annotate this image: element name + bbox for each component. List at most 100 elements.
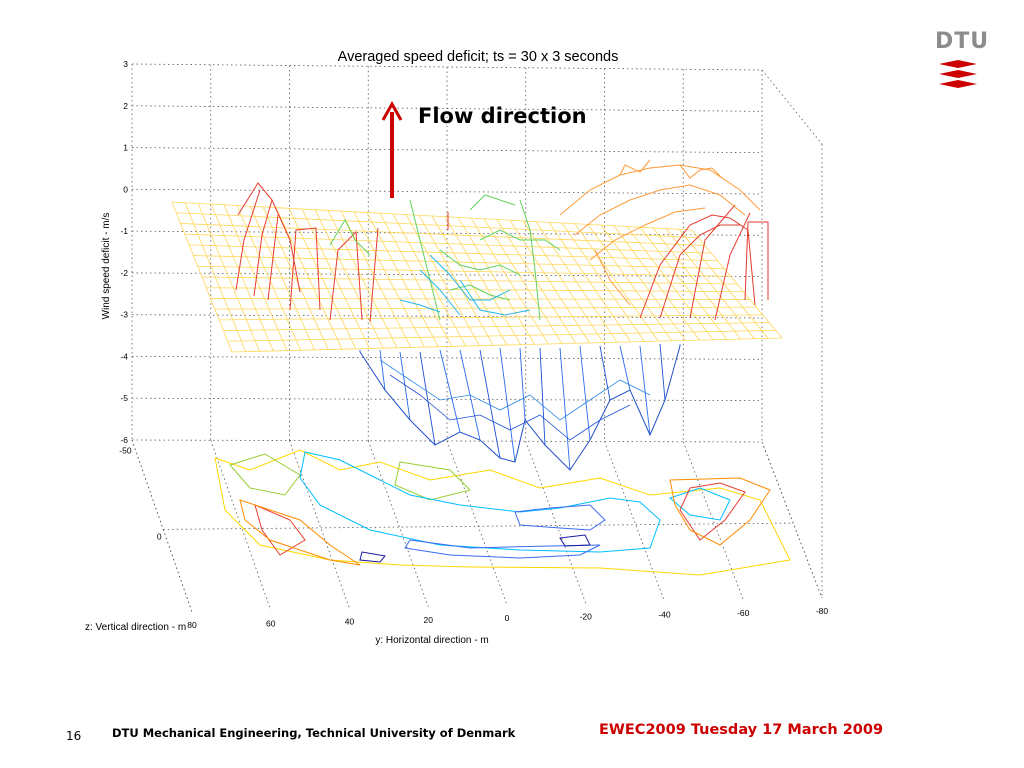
mesh-line bbox=[389, 374, 631, 441]
page-number: 16 bbox=[66, 729, 82, 743]
y-tick-label: 20 bbox=[424, 615, 434, 625]
mesh-line bbox=[479, 349, 501, 459]
contour-line bbox=[559, 534, 591, 547]
depth-tick-label: -50 bbox=[119, 445, 132, 455]
mesh-line bbox=[589, 207, 706, 261]
y-tick-label: 80 bbox=[187, 620, 197, 630]
contour-line bbox=[299, 451, 661, 553]
mesh-line bbox=[599, 345, 611, 401]
contour-line bbox=[404, 539, 601, 559]
mesh-line bbox=[594, 249, 631, 306]
mesh-line bbox=[659, 343, 666, 401]
z-axis-ticks: 3 2 1 0 -1 -2 -3 -4 -5 -6 bbox=[120, 59, 128, 445]
z-tick-label: -1 bbox=[120, 226, 128, 236]
mesh-line bbox=[459, 279, 531, 316]
plot-gridlines bbox=[131, 63, 823, 613]
mesh-line bbox=[469, 194, 516, 211]
mesh-line bbox=[744, 221, 769, 301]
mesh-line bbox=[184, 233, 712, 254]
contour-line bbox=[239, 499, 361, 566]
mesh-line bbox=[499, 347, 516, 463]
mesh-line bbox=[619, 159, 651, 176]
z-tick-label: 2 bbox=[123, 101, 128, 111]
z-tick-label: -5 bbox=[120, 393, 128, 403]
mesh-line bbox=[189, 244, 718, 262]
y-tick-label: 60 bbox=[266, 618, 276, 628]
mesh-line bbox=[210, 298, 750, 300]
y-tick-label: -60 bbox=[737, 608, 750, 618]
mesh-line bbox=[419, 351, 436, 446]
mesh-line bbox=[379, 359, 651, 421]
mesh-line bbox=[439, 249, 521, 276]
mesh-line bbox=[479, 229, 561, 251]
mesh-line bbox=[289, 227, 321, 311]
x-axis-label: y: Horizontal direction - m bbox=[375, 635, 488, 646]
mesh-line bbox=[429, 254, 511, 301]
mesh-line bbox=[714, 212, 751, 321]
mesh-line bbox=[267, 214, 279, 301]
mesh-line bbox=[419, 269, 461, 316]
contour-line bbox=[359, 551, 386, 563]
footer-organization: DTU Mechanical Engineering, Technical Un… bbox=[112, 726, 516, 740]
mesh-line bbox=[359, 345, 681, 471]
mesh-line bbox=[223, 322, 770, 331]
mesh-line bbox=[559, 164, 761, 216]
mesh-line bbox=[399, 299, 441, 313]
surface-plot: Averaged speed deficit; ts = 30 x 3 seco… bbox=[85, 49, 829, 646]
mesh-line bbox=[639, 345, 651, 436]
contour-line bbox=[394, 461, 471, 501]
z-tick-label: -3 bbox=[120, 310, 128, 320]
y-tick-label: -20 bbox=[580, 611, 593, 621]
contour-line bbox=[669, 487, 731, 521]
mesh-line bbox=[214, 306, 757, 310]
z-tick-label: 3 bbox=[123, 59, 128, 69]
y-tick-label: 40 bbox=[345, 617, 355, 627]
mesh-line bbox=[329, 218, 371, 256]
mesh-line bbox=[439, 349, 461, 433]
mesh-line bbox=[574, 184, 746, 236]
z-tick-label: -6 bbox=[120, 435, 128, 445]
mesh-line bbox=[219, 314, 763, 321]
flow-direction-label: Flow direction bbox=[418, 104, 587, 128]
footer-event: EWEC2009 Tuesday 17 March 2009 bbox=[599, 722, 884, 738]
dtu-logo: DTU bbox=[935, 29, 990, 94]
z-tick-label: -2 bbox=[120, 268, 128, 278]
depth-axis-ticks: -50 0 bbox=[119, 445, 162, 541]
mesh-line bbox=[197, 265, 731, 277]
mesh-line bbox=[180, 223, 705, 246]
contour-line bbox=[669, 477, 771, 546]
mesh-line bbox=[171, 201, 693, 231]
depth-tick-label: 0 bbox=[157, 531, 162, 541]
flow-arrow-head bbox=[381, 100, 403, 121]
mesh-line bbox=[231, 337, 783, 353]
mesh-line bbox=[659, 224, 740, 319]
contour-line bbox=[679, 482, 746, 541]
y-tick-label: 0 bbox=[505, 613, 510, 623]
contour-line bbox=[214, 449, 791, 576]
mesh-line bbox=[253, 199, 273, 297]
mesh-line bbox=[559, 347, 571, 471]
mesh-line bbox=[409, 199, 441, 321]
depth-axis-label: z: Vertical direction - m bbox=[85, 622, 186, 633]
mesh-line bbox=[449, 284, 511, 301]
contour-line bbox=[514, 504, 606, 531]
mesh-line bbox=[539, 347, 546, 446]
contour-line bbox=[229, 453, 301, 496]
mesh-line bbox=[689, 204, 736, 319]
mesh-line bbox=[619, 345, 631, 391]
mesh-line bbox=[227, 329, 776, 342]
y-tick-label: -80 bbox=[816, 606, 829, 616]
y-tick-label: -40 bbox=[658, 610, 671, 620]
z-tick-label: 0 bbox=[123, 184, 128, 194]
chart-title: Averaged speed deficit; ts = 30 x 3 seco… bbox=[338, 49, 619, 65]
mesh-line bbox=[379, 349, 386, 391]
mesh-line bbox=[206, 287, 744, 293]
contour-line bbox=[254, 504, 306, 556]
z-axis-label: Wind speed deficit - m/s bbox=[101, 213, 112, 320]
dtu-logo-text: DTU bbox=[935, 29, 990, 54]
dtu-wave-icon bbox=[939, 60, 977, 88]
mesh-line bbox=[399, 351, 411, 421]
contour-projection bbox=[214, 449, 791, 576]
mesh-line bbox=[176, 212, 699, 239]
mesh-line bbox=[329, 230, 363, 321]
